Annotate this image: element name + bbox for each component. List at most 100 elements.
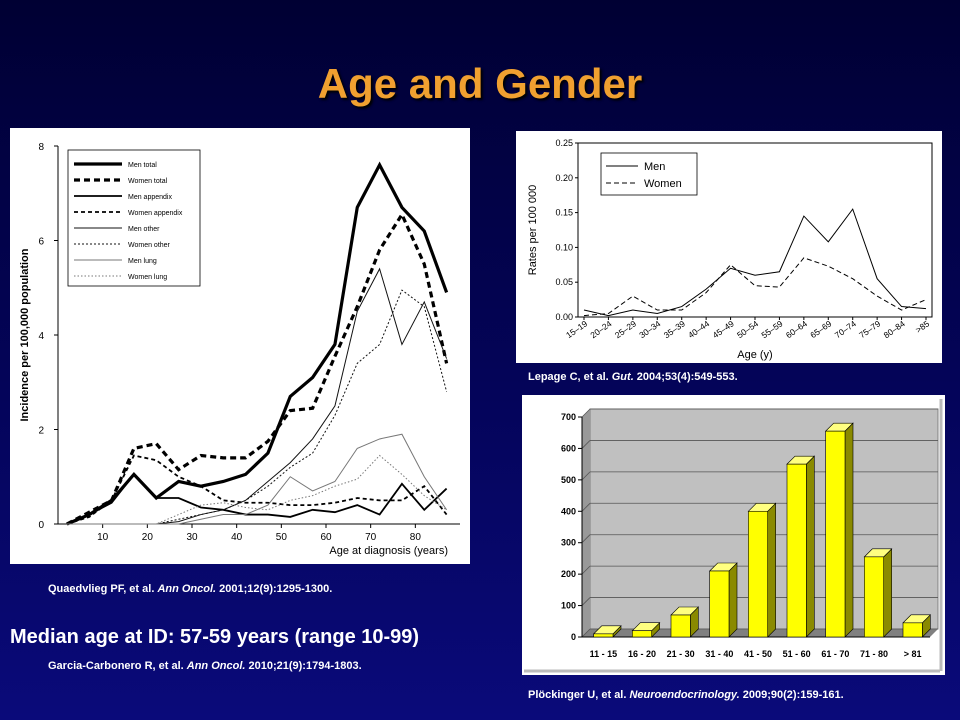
series-line-men-appendix [66,473,448,525]
y-gridline-side [581,534,591,543]
y-tick-label: 0.10 [555,242,573,252]
x-tick-label: 11 - 15 [590,649,618,659]
y-axis-label: Rates per 100 000 [527,185,539,276]
series-line-women-other [66,289,448,525]
y-gridline-side [581,565,591,575]
bar-side [844,422,854,638]
y-tick-label: 0 [571,632,576,642]
x-tick-label: 16 - 20 [628,649,656,659]
x-axis-label: Age (y) [737,349,772,361]
x-tick-label: 65–69 [808,318,833,340]
series-line-women-lung [66,454,447,525]
y-tick-label: 0.15 [555,208,573,218]
y-tick-label: 200 [561,569,576,579]
x-tick-label: 20–24 [588,318,613,340]
x-tick-label: 51 - 60 [783,649,811,659]
x-tick-label: 25–29 [613,318,638,340]
y-gridline-side [581,628,591,638]
y-tick-label: 2 [38,426,44,437]
x-tick-label: 10 [97,532,109,543]
x-tick-label: 50–54 [735,318,760,340]
y-tick-label: 400 [561,506,576,516]
y-tick-label: 6 [38,237,44,248]
bar-11-15 [593,633,614,638]
bar-16-20 [632,630,652,638]
y-tick-label: 8 [38,142,44,153]
series-line-women-appendix [66,454,448,525]
x-tick-label: 61 - 70 [821,649,849,659]
x-axis-label: Age at diagnosis (years) [329,545,448,557]
y-gridline-side [581,471,591,481]
y-tick-label: 0 [38,520,44,531]
legend-label: Women total [128,178,168,185]
bar-31-40 [709,570,730,638]
legend-label: Men total [128,162,157,169]
plot-side-wall [582,409,590,637]
x-tick-label: 80 [410,532,422,543]
x-tick-label: 60–64 [784,318,809,340]
rates-chart-panel: 0.00 0.05 0.10 0.15 0.20 0.25 15–19 20–24 25–29 3… [516,131,942,363]
x-tick-label: > 81 [904,649,922,659]
x-tick-label: 20 [142,532,154,543]
x-tick-label: 60 [320,532,332,543]
legend-label: Women appendix [128,210,183,217]
reference-plockinger: Plöckinger U, et al. Neuroendocrinology.… [528,689,844,701]
bar-51-60 [786,463,807,638]
y-gridline-side [581,597,591,606]
bar--81 [902,622,923,638]
y-gridline-side [581,503,591,512]
reference-quaedvlieg: Quaedvlieg PF, et al. Ann Oncol. 2001;12… [48,583,333,595]
bar-side [806,455,815,638]
legend-label: Women lung [128,274,167,281]
y-tick-label: 300 [561,538,576,548]
bar-side [728,562,738,638]
legend-label: Women other [128,242,171,249]
bar-41-50 [748,510,768,638]
y-tick-label: 0.05 [555,277,573,287]
legend-label: Men [644,161,665,173]
y-tick-label: 0.00 [555,312,573,322]
legend-label: Women [644,178,682,190]
x-tick-label: 55–59 [759,318,784,340]
bar-side [883,548,892,638]
x-tick-label: 31 - 40 [705,649,733,659]
x-tick-label: 41 - 50 [744,649,772,659]
legend-box [67,149,201,287]
slide-title: Age and Gender [317,60,643,107]
x-tick-label: 70–74 [833,318,858,340]
y-tick-label: 4 [38,331,44,342]
x-tick-label: 80–84 [882,318,907,340]
legend-label: Men lung [128,258,157,265]
y-gridline-side [581,408,591,418]
y-tick-label: 500 [561,475,576,485]
x-tick-label: 35–39 [662,318,687,340]
x-tick-label: 70 [365,532,377,543]
legend-box [600,152,698,196]
legend-label: Men appendix [128,194,172,201]
x-tick-label: 71 - 80 [860,649,888,659]
incidence-line-chart: 0 2 4 6 8 10 20 30 40 50 60 70 80 Age at diagnosis (y… [19,142,460,557]
x-tick-label: 45–49 [711,318,736,340]
reference-garcia-carbonero: Garcia-Carbonero R, et al. Ann Oncol. 20… [48,660,362,672]
x-tick-label: 50 [276,532,288,543]
y-tick-label: 0.25 [555,138,573,148]
x-tick-label: 40–44 [686,318,711,340]
y-tick-label: 100 [561,601,576,611]
bar-21-30 [670,614,691,638]
age-bar-chart-panel: 0 100 200 300 400 500 600 700 11 - 15 16 - 20 21 -… [522,395,945,675]
x-tick-label: 21 - 30 [667,649,695,659]
x-tick-label: 30 [186,532,198,543]
legend-label: Men other [128,226,160,233]
bar-61-70 [825,430,846,638]
x-tick-label: 30–34 [637,318,662,340]
y-gridline-side [581,440,591,449]
bar-side [767,502,776,638]
incidence-chart-panel: 0 2 4 6 8 10 20 30 40 50 60 70 80 Age at diagnosis (y… [10,128,470,564]
bar-71-80 [864,556,884,638]
x-tick-label: 40 [231,532,243,543]
series-line-women [583,257,927,317]
x-tick-label: 75–79 [857,318,882,340]
y-tick-label: 0.20 [555,173,573,183]
reference-lepage: Lepage C, et al. Gut. 2004;53(4):549-553… [528,371,738,383]
